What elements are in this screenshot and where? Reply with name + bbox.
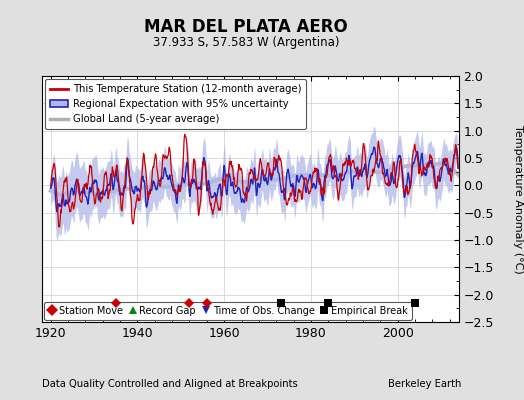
Y-axis label: Temperature Anomaly (°C): Temperature Anomaly (°C) xyxy=(514,125,523,273)
Text: Data Quality Controlled and Aligned at Breakpoints: Data Quality Controlled and Aligned at B… xyxy=(42,379,298,389)
Text: 37.933 S, 57.583 W (Argentina): 37.933 S, 57.583 W (Argentina) xyxy=(153,36,340,49)
Text: Berkeley Earth: Berkeley Earth xyxy=(388,379,461,389)
Text: MAR DEL PLATA AERO: MAR DEL PLATA AERO xyxy=(145,18,348,36)
Legend: Station Move, Record Gap, Time of Obs. Change, Empirical Break: Station Move, Record Gap, Time of Obs. C… xyxy=(45,302,412,320)
